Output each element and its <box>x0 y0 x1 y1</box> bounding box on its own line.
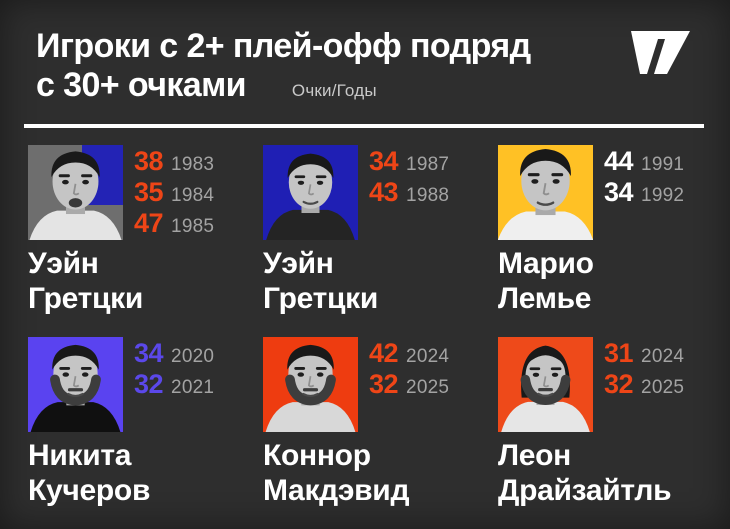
player-card: 38 1983 35 1984 47 1985 Уэйн Гретцки <box>28 145 263 337</box>
player-first-name: Леон <box>498 439 571 472</box>
stats-list: 31 2024 32 2025 <box>604 337 684 432</box>
portrait-illustration <box>28 145 123 240</box>
stat-points: 35 <box>134 177 164 207</box>
stat-points: 34 <box>134 338 164 368</box>
stat-points: 47 <box>134 208 164 238</box>
stat-year: 1983 <box>171 154 215 175</box>
stat-row: 32 2025 <box>369 369 449 400</box>
portrait-illustration <box>263 145 358 240</box>
brand-logo-icon <box>631 31 691 75</box>
player-first-name: Уэйн <box>28 247 99 280</box>
stat-row: 44 1991 <box>604 146 684 177</box>
units-label: Очки/Годы <box>291 81 377 100</box>
stat-year: 2025 <box>406 377 450 398</box>
stat-row: 32 2021 <box>134 369 214 400</box>
portrait-illustration <box>28 337 123 432</box>
player-photo <box>28 337 123 432</box>
stat-points: 32 <box>604 369 634 399</box>
player-last-name: Лемье <box>498 282 592 315</box>
player-last-name: Кучеров <box>28 474 151 507</box>
stat-points: 34 <box>604 177 634 207</box>
stat-year: 1988 <box>406 185 450 206</box>
player-photo <box>263 145 358 240</box>
player-card: 34 1987 43 1988 Уэйн Гретцки <box>263 145 498 337</box>
stat-year: 1987 <box>406 154 450 175</box>
player-name: Уэйн Гретцки <box>28 246 263 316</box>
player-first-name: Коннор <box>263 439 371 472</box>
brand-logo-glyph <box>631 31 690 74</box>
player-last-name: Макдэвид <box>263 474 410 507</box>
page-title-line2: с 30+ очками <box>36 66 247 104</box>
player-last-name: Гретцки <box>28 282 143 315</box>
player-last-name: Драйзайтль <box>498 474 672 507</box>
header-divider <box>24 124 704 128</box>
stat-row: 47 1985 <box>134 208 214 239</box>
stat-year: 1992 <box>641 185 685 206</box>
stat-row: 32 2025 <box>604 369 684 400</box>
portrait-illustration <box>498 145 593 240</box>
player-name: Никита Кучеров <box>28 438 263 508</box>
player-first-name: Марио <box>498 247 594 280</box>
photo-stats-row: 34 1987 43 1988 <box>263 145 498 240</box>
player-last-name: Гретцки <box>263 282 378 315</box>
stat-points: 32 <box>369 369 399 399</box>
stat-year: 2024 <box>641 346 685 367</box>
stat-points: 32 <box>134 369 164 399</box>
page-title-line2-row: с 30+ очками Очки/Годы <box>36 66 531 110</box>
stats-list: 44 1991 34 1992 <box>604 145 684 240</box>
portrait-illustration <box>263 337 358 432</box>
player-card: 34 2020 32 2021 Никита Кучеров <box>28 337 263 529</box>
player-first-name: Никита <box>28 439 132 472</box>
stat-row: 38 1983 <box>134 146 214 177</box>
photo-stats-row: 34 2020 32 2021 <box>28 337 263 432</box>
stat-year: 2024 <box>406 346 450 367</box>
player-name: Коннор Макдэвид <box>263 438 498 508</box>
player-first-name: Уэйн <box>263 247 334 280</box>
stat-points: 38 <box>134 146 164 176</box>
player-name: Леон Драйзайтль <box>498 438 730 508</box>
stat-year: 2020 <box>171 346 215 367</box>
stats-list: 34 2020 32 2021 <box>134 337 214 432</box>
stat-row: 34 1992 <box>604 177 684 208</box>
stat-points: 43 <box>369 177 399 207</box>
stats-list: 34 1987 43 1988 <box>369 145 449 240</box>
stat-year: 2025 <box>641 377 685 398</box>
stat-year: 1985 <box>171 216 215 237</box>
stat-year: 1991 <box>641 154 685 175</box>
stat-points: 31 <box>604 338 634 368</box>
header: Игроки с 2+ плей-офф подряд с 30+ очками… <box>36 27 531 110</box>
player-card: 31 2024 32 2025 Леон Драйзайтль <box>498 337 730 529</box>
player-photo <box>263 337 358 432</box>
stat-row: 31 2024 <box>604 338 684 369</box>
page-title-line1: Игроки с 2+ плей-офф подряд <box>36 27 531 65</box>
player-photo <box>498 337 593 432</box>
photo-stats-row: 38 1983 35 1984 47 1985 <box>28 145 263 240</box>
photo-stats-row: 42 2024 32 2025 <box>263 337 498 432</box>
player-photo <box>498 145 593 240</box>
stat-points: 34 <box>369 146 399 176</box>
player-photo <box>28 145 123 240</box>
stats-list: 42 2024 32 2025 <box>369 337 449 432</box>
stat-year: 1984 <box>171 185 215 206</box>
stat-row: 34 1987 <box>369 146 449 177</box>
player-name: Уэйн Гретцки <box>263 246 498 316</box>
portrait-illustration <box>498 337 593 432</box>
stat-row: 34 2020 <box>134 338 214 369</box>
photo-stats-row: 44 1991 34 1992 <box>498 145 730 240</box>
stats-list: 38 1983 35 1984 47 1985 <box>134 145 214 240</box>
players-grid: 38 1983 35 1984 47 1985 Уэйн Гретцки 34 1987 43 198… <box>28 145 730 529</box>
player-card: 42 2024 32 2025 Коннор Макдэвид <box>263 337 498 529</box>
stat-row: 35 1984 <box>134 177 214 208</box>
player-card: 44 1991 34 1992 Марио Лемье <box>498 145 730 337</box>
photo-stats-row: 31 2024 32 2025 <box>498 337 730 432</box>
stat-year: 2021 <box>171 377 215 398</box>
stat-row: 42 2024 <box>369 338 449 369</box>
stat-row: 43 1988 <box>369 177 449 208</box>
stat-points: 44 <box>604 146 634 176</box>
player-name: Марио Лемье <box>498 246 730 316</box>
stat-points: 42 <box>369 338 399 368</box>
